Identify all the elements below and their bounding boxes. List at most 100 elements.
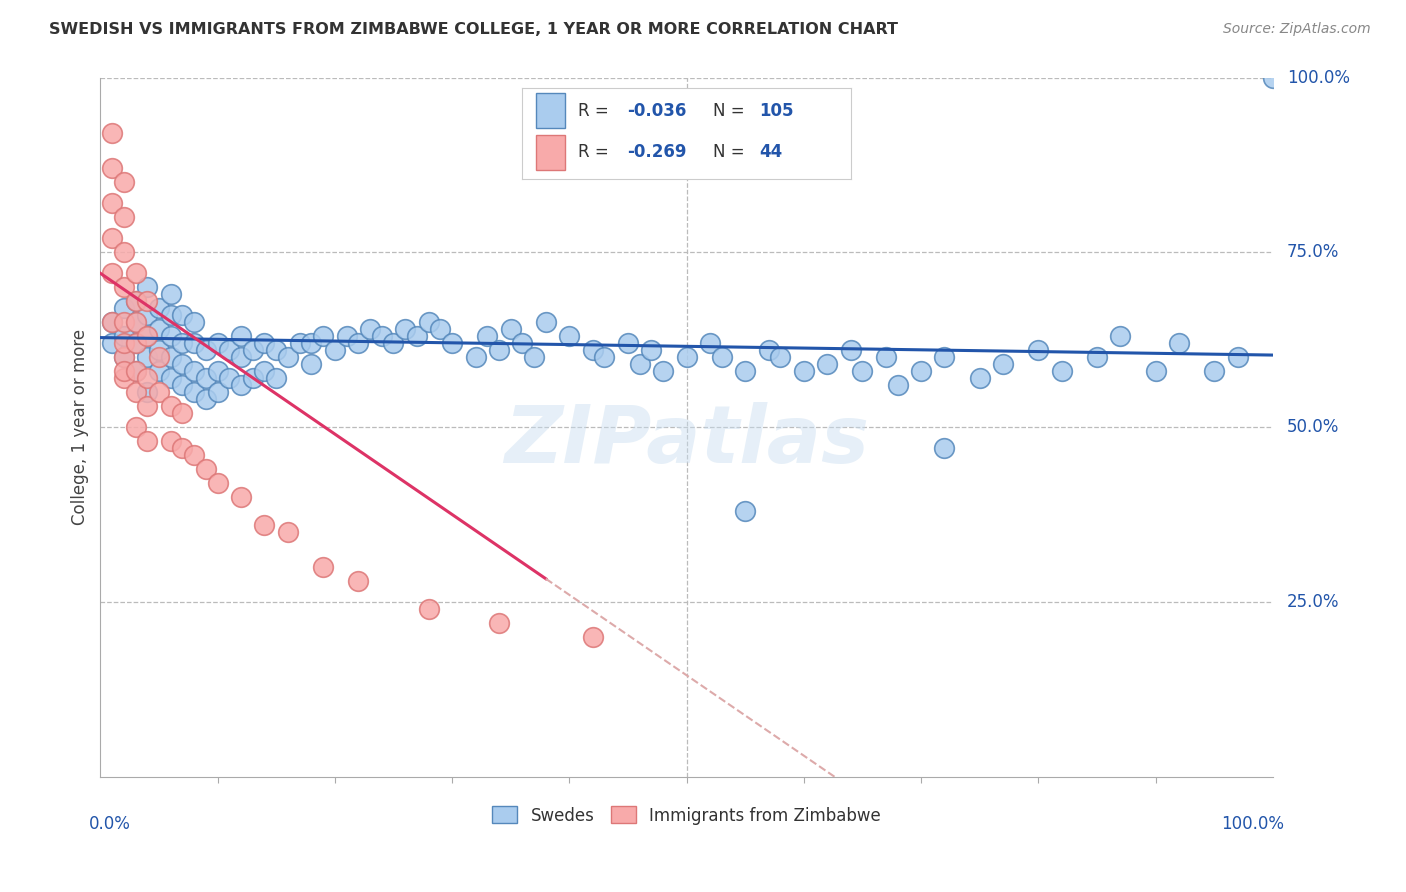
Point <box>242 371 264 385</box>
Point <box>136 294 159 309</box>
Point <box>101 336 124 351</box>
Point <box>558 329 581 343</box>
Point <box>136 371 159 385</box>
Point <box>406 329 429 343</box>
Point <box>112 211 135 225</box>
Point <box>652 364 675 378</box>
Point <box>1168 336 1191 351</box>
Point <box>299 336 322 351</box>
Point <box>136 350 159 364</box>
Point <box>418 315 440 329</box>
Point <box>675 350 697 364</box>
Point <box>488 615 510 630</box>
Point <box>101 127 124 141</box>
Point <box>991 357 1014 371</box>
Point <box>218 343 240 358</box>
Point <box>124 385 146 400</box>
Point <box>159 350 181 364</box>
Point <box>101 266 124 280</box>
Point <box>124 294 146 309</box>
Point <box>793 364 815 378</box>
Point <box>839 343 862 358</box>
Point <box>1226 350 1249 364</box>
Point <box>253 518 276 533</box>
Point <box>148 343 170 358</box>
Point <box>886 378 908 392</box>
Point <box>253 336 276 351</box>
Point <box>148 385 170 400</box>
Point <box>1204 364 1226 378</box>
Point <box>758 343 780 358</box>
Point <box>229 350 252 364</box>
Point <box>875 350 897 364</box>
Point <box>101 196 124 211</box>
Point <box>523 350 546 364</box>
Point <box>112 315 135 329</box>
Point <box>172 308 194 322</box>
Point <box>172 441 194 455</box>
Point <box>264 371 287 385</box>
Point <box>159 371 181 385</box>
Point <box>148 322 170 336</box>
Point <box>323 343 346 358</box>
Point <box>1109 329 1132 343</box>
Point <box>277 350 299 364</box>
Point <box>159 434 181 448</box>
Point <box>242 343 264 358</box>
Point <box>183 364 205 378</box>
Point <box>136 434 159 448</box>
Point <box>194 343 217 358</box>
Point <box>172 406 194 420</box>
Point <box>382 336 405 351</box>
Text: ZIPatlas: ZIPatlas <box>503 402 869 480</box>
Point <box>512 336 534 351</box>
Point <box>207 336 229 351</box>
Point <box>347 574 370 588</box>
Point <box>312 560 335 574</box>
Point <box>112 280 135 294</box>
Point <box>194 371 217 385</box>
Text: 100.0%: 100.0% <box>1286 69 1350 87</box>
Point <box>815 357 838 371</box>
Point <box>312 329 335 343</box>
Point <box>499 322 522 336</box>
Point <box>112 364 135 378</box>
Point <box>159 329 181 343</box>
Point <box>112 245 135 260</box>
Point <box>124 336 146 351</box>
Point <box>183 315 205 329</box>
Point <box>124 266 146 280</box>
Point <box>101 231 124 245</box>
Point <box>124 420 146 434</box>
Point <box>617 336 640 351</box>
Point <box>101 315 124 329</box>
Point <box>112 175 135 189</box>
Point <box>159 308 181 322</box>
Point <box>394 322 416 336</box>
Point <box>335 329 357 343</box>
Point <box>229 490 252 504</box>
Point <box>136 329 159 343</box>
Point <box>582 630 605 644</box>
Point <box>112 371 135 385</box>
Text: 100.0%: 100.0% <box>1222 815 1285 833</box>
Text: SWEDISH VS IMMIGRANTS FROM ZIMBABWE COLLEGE, 1 YEAR OR MORE CORRELATION CHART: SWEDISH VS IMMIGRANTS FROM ZIMBABWE COLL… <box>49 22 898 37</box>
Point <box>851 364 873 378</box>
Point <box>910 364 932 378</box>
Point <box>124 364 146 378</box>
Point <box>124 364 146 378</box>
Point <box>370 329 392 343</box>
Point <box>934 441 956 455</box>
Point <box>183 336 205 351</box>
Point <box>124 315 146 329</box>
Point <box>1026 343 1049 358</box>
Point <box>183 385 205 400</box>
Point <box>710 350 733 364</box>
Point <box>183 448 205 462</box>
Point <box>172 336 194 351</box>
Point <box>277 524 299 539</box>
Legend: Swedes, Immigrants from Zimbabwe: Swedes, Immigrants from Zimbabwe <box>485 800 887 831</box>
Point <box>934 350 956 364</box>
Point <box>194 462 217 476</box>
Point <box>769 350 792 364</box>
